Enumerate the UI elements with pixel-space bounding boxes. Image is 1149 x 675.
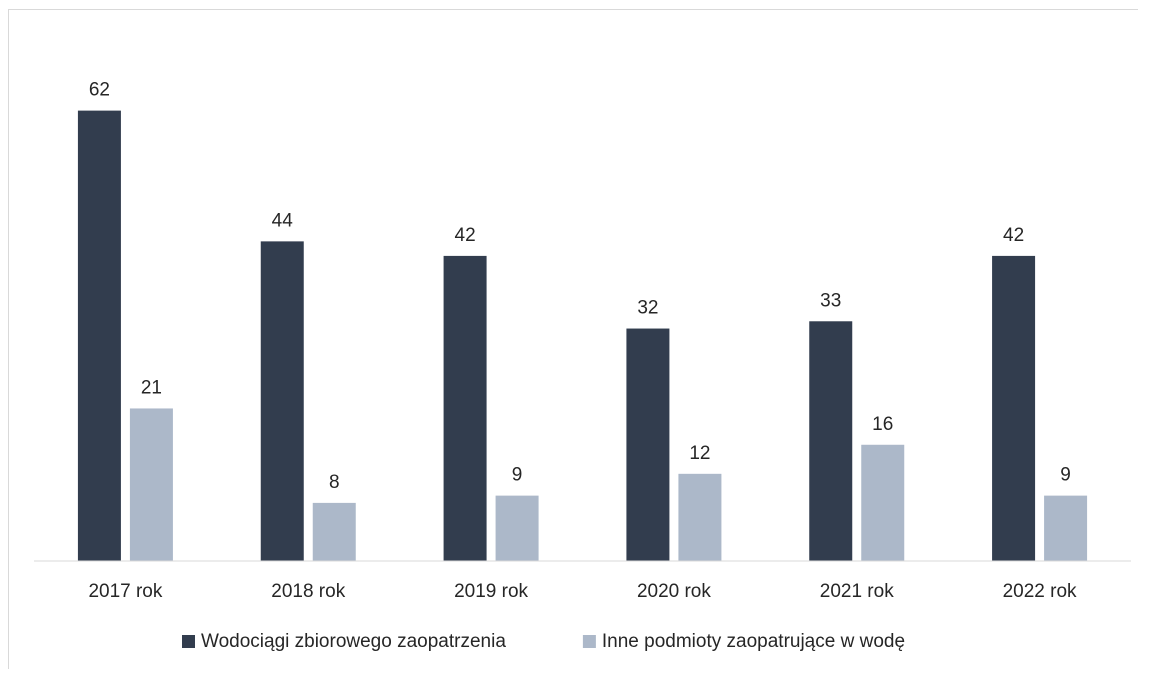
x-tick-label: 2021 rok <box>820 581 894 602</box>
value-labels-group: 62 21 44 8 42 9 32 12 33 16 42 9 <box>89 80 1071 493</box>
bar-inne-2022-rok <box>1044 495 1088 561</box>
x-tick-label: 2022 rok <box>1003 581 1077 602</box>
bar-inne-2021-rok <box>861 444 905 561</box>
legend-swatch <box>582 635 596 648</box>
bar-inne-2019-rok <box>495 495 539 561</box>
data-label: 12 <box>689 443 710 464</box>
bar-inne-2017-rok <box>129 408 173 561</box>
data-label: 21 <box>141 377 162 398</box>
bar-wodociagi-2022-rok <box>992 255 1036 561</box>
bar-wodociagi-2019-rok <box>443 255 487 561</box>
data-label: 9 <box>512 465 523 486</box>
data-label: 9 <box>1060 465 1071 486</box>
bar-wodociagi-2020-rok <box>626 328 670 561</box>
data-label: 44 <box>272 210 294 231</box>
data-label: 42 <box>1003 225 1024 246</box>
data-label: 62 <box>89 80 110 101</box>
x-tick-label: 2019 rok <box>454 581 528 602</box>
bar-wodociagi-2021-rok <box>809 321 853 561</box>
legend-label: Wodociągi zbiorowego zaopatrzenia <box>201 631 506 652</box>
legend-label: Inne podmioty zaopatrujące w wodę <box>602 631 905 652</box>
data-label: 42 <box>455 225 476 246</box>
chart-frame <box>8 9 1138 669</box>
x-tick-label: 2020 rok <box>637 581 711 602</box>
data-label: 8 <box>329 472 340 493</box>
data-label: 32 <box>637 298 658 319</box>
legend: Wodociągi zbiorowego zaopatrzenia Inne po… <box>182 631 905 652</box>
x-tick-label: 2018 rok <box>271 581 345 602</box>
x-tick-labels-group: 2017 rok 2018 rok 2019 rok 2020 rok 2021 rok… <box>88 581 1077 602</box>
bar-inne-2020-rok <box>678 473 722 561</box>
bar-wodociagi-2018-rok <box>260 241 304 561</box>
bar-inne-2018-rok <box>312 502 356 561</box>
x-tick-label: 2017 rok <box>88 581 162 602</box>
data-label: 33 <box>820 290 841 311</box>
bar-wodociagi-2017-rok <box>77 110 121 561</box>
bars-group <box>77 110 1088 561</box>
data-label: 16 <box>872 414 893 435</box>
legend-swatch <box>182 635 195 648</box>
